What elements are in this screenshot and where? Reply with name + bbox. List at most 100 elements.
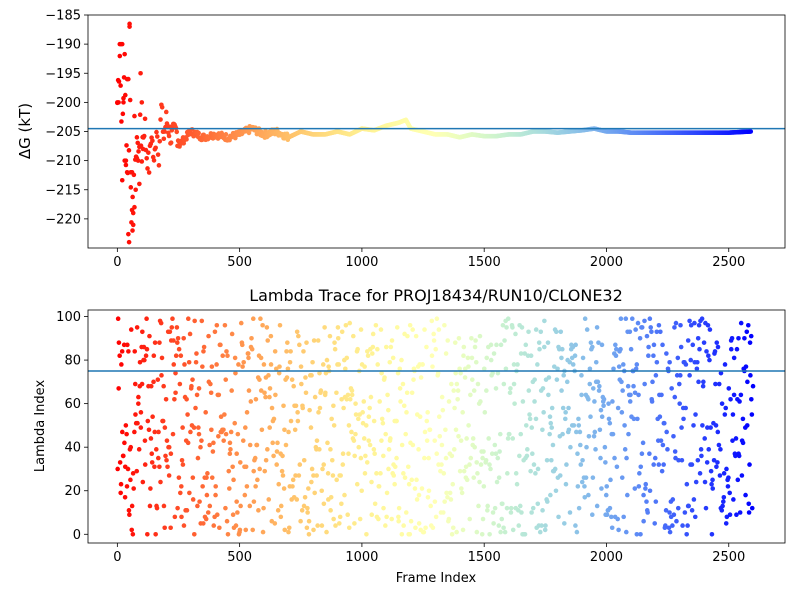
lambda-point: [623, 529, 629, 535]
lambda-point: [666, 525, 672, 531]
lambda-point: [502, 338, 507, 343]
lambda-point: [471, 388, 477, 393]
lambda-point: [530, 505, 536, 511]
lambda-point: [689, 508, 695, 513]
lambda-point: [714, 340, 720, 345]
lambda-point: [450, 525, 456, 531]
lambda-point: [533, 471, 538, 476]
lambda-point: [553, 488, 559, 494]
lambda-point: [149, 460, 155, 465]
lambda-point: [696, 322, 702, 328]
lambda-point: [601, 403, 606, 409]
lambda-point: [432, 499, 438, 504]
y-tick-label: 60: [64, 397, 81, 412]
lambda-point: [417, 414, 423, 420]
lambda-point: [678, 373, 683, 378]
lambda-point: [299, 508, 305, 513]
lambda-point: [663, 508, 669, 513]
lambda-point: [359, 488, 365, 494]
lambda-point: [442, 499, 447, 504]
lambda-point: [151, 353, 157, 359]
lambda-point: [267, 425, 272, 430]
lambda-point: [560, 431, 565, 437]
lambda-point: [182, 362, 187, 367]
lambda-point: [663, 523, 668, 528]
lambda-point: [405, 464, 411, 470]
lambda-point: [713, 381, 718, 387]
lambda-point: [132, 349, 138, 354]
lambda-point: [132, 381, 138, 387]
lambda-point: [485, 503, 490, 509]
lambda-point: [315, 338, 321, 343]
lambda-point: [582, 316, 588, 322]
lambda-point: [340, 451, 346, 457]
lambda-point: [620, 388, 625, 393]
lambda-point: [160, 418, 166, 424]
lambda-point: [606, 401, 611, 406]
lambda-point: [532, 399, 537, 404]
lambda-point: [386, 447, 392, 452]
lambda-point: [142, 438, 148, 443]
lambda-point: [578, 462, 584, 467]
lambda-point: [642, 381, 647, 387]
lambda-point: [452, 340, 458, 345]
lambda-point: [166, 444, 172, 450]
lambda-point: [554, 377, 560, 382]
lambda-x-axis-label: Frame Index: [396, 571, 477, 586]
lambda-point: [281, 403, 286, 409]
delta-g-point: [157, 139, 163, 144]
lambda-point: [589, 512, 595, 517]
lambda-point: [175, 505, 180, 511]
lambda-point: [258, 355, 264, 361]
delta-g-point: [124, 143, 129, 148]
y-tick-label: 100: [56, 310, 81, 325]
lambda-point: [518, 431, 524, 437]
lambda-point: [692, 514, 698, 520]
lambda-point: [426, 455, 431, 461]
lambda-point: [318, 388, 324, 393]
lambda-point: [746, 510, 752, 515]
lambda-point: [610, 431, 616, 437]
lambda-point: [303, 390, 309, 396]
lambda-point: [473, 359, 479, 365]
lambda-point: [381, 453, 386, 459]
lambda-point: [175, 336, 181, 341]
lambda-point: [660, 442, 666, 448]
lambda-point: [719, 401, 725, 406]
lambda-point: [604, 512, 610, 517]
lambda-point: [181, 336, 186, 341]
lambda-point: [441, 471, 447, 476]
lambda-point: [426, 488, 432, 494]
lambda-point: [161, 503, 167, 509]
lambda-point: [241, 359, 246, 365]
lambda-point: [469, 336, 474, 341]
lambda-point: [352, 521, 357, 526]
lambda-point: [261, 505, 266, 511]
lambda-point: [490, 370, 495, 376]
lambda-point: [549, 405, 555, 411]
delta-g-point: [124, 169, 130, 175]
lambda-point: [488, 342, 494, 348]
lambda-point: [644, 333, 650, 339]
lambda-point: [425, 410, 430, 415]
lambda-point: [517, 503, 523, 509]
lambda-point: [253, 396, 259, 402]
lambda-point: [178, 490, 183, 496]
lambda-point: [505, 436, 511, 441]
lambda-point: [498, 342, 504, 348]
lambda-point: [684, 531, 689, 537]
lambda-point: [690, 342, 696, 348]
lambda-point: [737, 510, 743, 515]
lambda-point: [406, 481, 412, 487]
lambda-point: [481, 366, 487, 372]
lambda-point: [594, 503, 600, 509]
lambda-point: [647, 488, 653, 494]
lambda-point: [560, 405, 566, 411]
lambda-point: [627, 329, 633, 335]
delta-g-point: [123, 162, 129, 168]
lambda-point: [518, 351, 524, 356]
lambda-point: [379, 370, 384, 376]
lambda-point: [459, 490, 465, 496]
lambda-point: [376, 516, 381, 522]
lambda-point: [265, 447, 270, 452]
